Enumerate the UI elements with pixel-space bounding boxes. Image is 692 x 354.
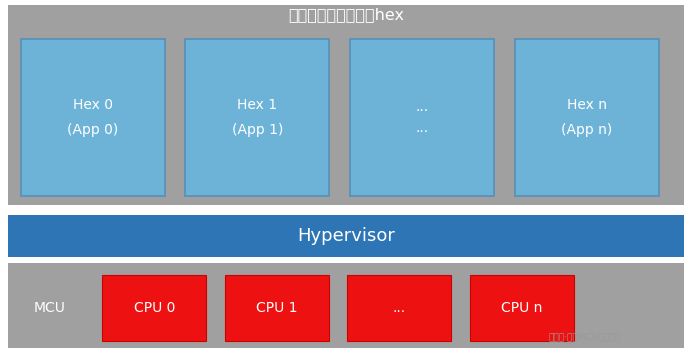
Text: 公众号·汽车MCU软件设计: 公众号·汽车MCU软件设计 (549, 332, 621, 342)
Bar (225, 275, 329, 341)
Text: ...: ... (416, 121, 428, 135)
Text: ...: ... (393, 301, 406, 315)
Text: Hypervisor: Hypervisor (297, 227, 395, 245)
Text: (App 0): (App 0) (67, 123, 118, 137)
Text: CPU n: CPU n (501, 301, 543, 315)
Text: Hex 0: Hex 0 (73, 98, 113, 112)
Bar (470, 275, 574, 341)
Bar (21, 39, 165, 196)
Text: MCU: MCU (33, 301, 65, 315)
Bar (8, 215, 684, 257)
Text: CPU 1: CPU 1 (256, 301, 298, 315)
Bar (347, 275, 451, 341)
Bar (8, 5, 684, 205)
Text: (App n): (App n) (561, 123, 612, 137)
Text: CPU 0: CPU 0 (134, 301, 175, 315)
Text: Hex 1: Hex 1 (237, 98, 277, 112)
Bar (515, 39, 659, 196)
Text: (App 1): (App 1) (232, 123, 283, 137)
Text: 合并不同功能的完整hex: 合并不同功能的完整hex (288, 7, 404, 22)
Bar (8, 263, 684, 348)
Text: Hex n: Hex n (567, 98, 607, 112)
Bar (102, 275, 206, 341)
Bar (185, 39, 329, 196)
Bar (350, 39, 494, 196)
Text: ...: ... (416, 100, 428, 114)
